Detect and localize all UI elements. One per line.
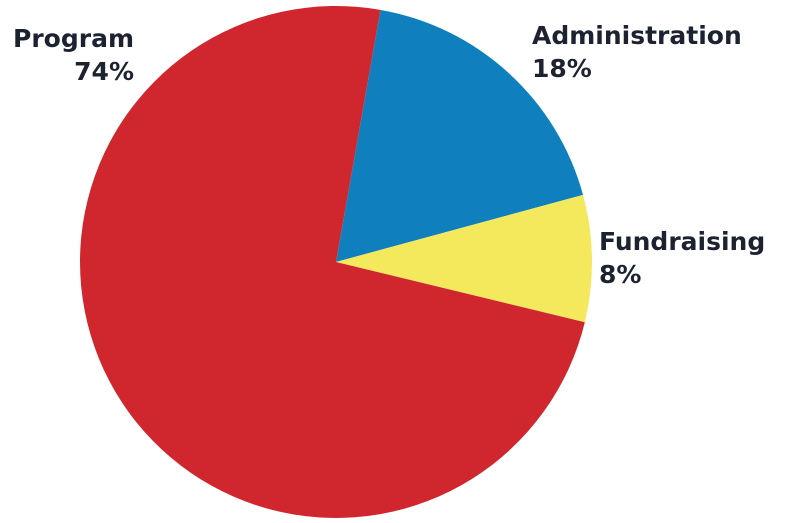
slice-value-fundraising: 8%: [599, 260, 641, 289]
slice-value-program: 74%: [74, 57, 134, 86]
slices-layer: [80, 6, 592, 519]
labels-layer: Administration 18% Fundraising 8% Program 74%: [13, 21, 765, 289]
pie-slice-fundraising: [336, 194, 592, 323]
pie-slice-administration: [336, 9, 584, 262]
slice-label-program: Program: [13, 24, 134, 53]
slice-label-fundraising: Fundraising: [599, 227, 765, 256]
slice-value-administration: 18%: [532, 54, 592, 83]
slice-label-administration: Administration: [532, 21, 742, 50]
pie-slice-program: [80, 6, 585, 519]
